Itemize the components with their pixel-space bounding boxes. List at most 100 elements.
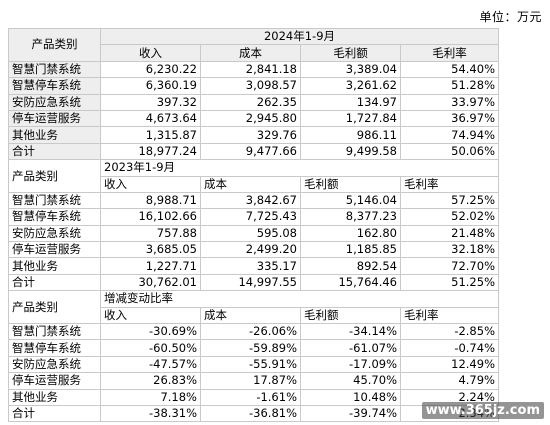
cell-value: 4.79% xyxy=(400,372,499,390)
row-label: 智慧停车系统 xyxy=(8,77,101,95)
cell-value: 134.97 xyxy=(300,93,401,111)
cell-value: -60.50% xyxy=(100,339,201,357)
cell-value: 1,227.71 xyxy=(100,257,201,275)
cell-value: 36.97% xyxy=(400,109,499,128)
row-label: 安防应急系统 xyxy=(8,224,101,243)
cell-value: 32.18% xyxy=(400,241,499,259)
cell-value: 30,762.01 xyxy=(100,273,201,292)
table-row: 其他业务 1,315.87 329.76 986.11 74.94% xyxy=(8,126,499,144)
cell-value: 51.28% xyxy=(400,77,499,95)
cell-value: 21.48% xyxy=(400,224,499,243)
cell-value: 3,842.67 xyxy=(200,191,301,210)
cell-value: -36.81% xyxy=(200,404,301,423)
category-header: 产品类别 xyxy=(8,28,101,62)
cell-value: 1,315.87 xyxy=(100,126,201,144)
cell-value: -30.69% xyxy=(100,323,201,341)
cell-value: 45.70% xyxy=(300,372,401,390)
table-row: 安防应急系统 757.88 595.08 162.80 21.48% xyxy=(8,224,499,243)
row-label: 智慧门禁系统 xyxy=(8,323,101,341)
row-label: 合计 xyxy=(8,273,101,292)
cell-value: -0.74% xyxy=(400,339,499,357)
cell-value: 74.94% xyxy=(400,126,499,144)
column-header: 毛利额 xyxy=(300,175,401,193)
table-row: 合计 18,977.24 9,477.66 9,499.58 50.06% xyxy=(8,142,499,161)
cell-value: 892.54 xyxy=(300,257,401,275)
table-row: 其他业务 7.18% -1.61% 10.48% 2.24% xyxy=(8,388,499,406)
cell-value: 54.40% xyxy=(400,60,499,79)
cell-value: 9,499.58 xyxy=(300,142,401,161)
column-header: 毛利额 xyxy=(300,306,401,325)
cell-value: -1.61% xyxy=(200,388,301,406)
row-label: 其他业务 xyxy=(8,126,101,144)
column-header: 成本 xyxy=(200,175,301,193)
table-row: 智慧停车系统 6,360.19 3,098.57 3,261.62 51.28% xyxy=(8,77,499,95)
row-label: 智慧停车系统 xyxy=(8,208,101,226)
cell-value: 72.70% xyxy=(400,257,499,275)
section-header-row: 产品类别 2023年1-9月 xyxy=(8,159,499,193)
column-header-row: 收入 成本 毛利额 毛利率 xyxy=(9,44,499,62)
cell-value: 3,685.05 xyxy=(100,241,201,259)
cell-value: 162.80 xyxy=(300,224,401,243)
cell-value: 6,230.22 xyxy=(100,60,201,79)
cell-value: 57.25% xyxy=(400,191,499,210)
table-row: 停车运营服务 4,673.64 2,945.80 1,727.84 36.97% xyxy=(8,109,499,128)
cell-value: 9,477.66 xyxy=(200,142,301,161)
cell-value: 12.49% xyxy=(400,355,499,374)
table-row: 智慧门禁系统 6,230.22 2,841.18 3,389.04 54.40% xyxy=(8,60,499,79)
period-header: 增减变动比率 xyxy=(100,290,499,308)
cell-value: 2,841.18 xyxy=(200,60,301,79)
table-row: 停车运营服务 3,685.05 2,499.20 1,185.85 32.18% xyxy=(8,241,499,259)
cell-value: 3,098.57 xyxy=(200,77,301,95)
cell-value: 262.35 xyxy=(200,93,301,111)
cell-value: 757.88 xyxy=(100,224,201,243)
cell-value: -34.14% xyxy=(300,323,401,341)
section-header-row: 产品类别 2024年1-9月 xyxy=(8,27,499,62)
row-label: 停车运营服务 xyxy=(8,372,101,390)
column-header: 收入 xyxy=(100,175,201,193)
row-label: 安防应急系统 xyxy=(8,93,101,111)
column-header: 成本 xyxy=(200,44,301,62)
table-row: 智慧门禁系统 8,988.71 3,842.67 5,146.04 57.25% xyxy=(8,191,499,210)
cell-value: -2.85% xyxy=(400,323,499,341)
cell-value: 15,764.46 xyxy=(300,273,401,292)
cell-value: 14,997.55 xyxy=(200,273,301,292)
cell-value: 50.06% xyxy=(400,142,499,161)
section-header-row: 产品类别 增减变动比率 xyxy=(8,290,499,325)
cell-value: 1,727.84 xyxy=(300,109,401,128)
table-row: 合计-38.31%-36.81%-39.74%2.34% xyxy=(8,404,499,423)
cell-value: -61.07% xyxy=(300,339,401,357)
row-label: 智慧停车系统 xyxy=(8,339,101,357)
row-label: 安防应急系统 xyxy=(8,355,101,374)
cell-value: 6,360.19 xyxy=(100,77,201,95)
cell-value: 3,261.62 xyxy=(300,77,401,95)
cell-value: 2,945.80 xyxy=(200,109,301,128)
row-label: 停车运营服务 xyxy=(8,241,101,259)
table-row: 智慧停车系统 16,102.66 7,725.43 8,377.23 52.02% xyxy=(8,208,499,226)
row-label: 智慧门禁系统 xyxy=(8,60,101,79)
category-header: 产品类别 xyxy=(8,159,101,193)
financial-table: 产品类别 2024年1-9月 收入 成本 毛利额 毛利率 智慧门禁系统 6,230.22 2,8… xyxy=(8,27,499,423)
cell-value: 26.83% xyxy=(100,372,201,390)
cell-value: 397.32 xyxy=(100,93,201,111)
cell-value: 8,988.71 xyxy=(100,191,201,210)
cell-value: 18,977.24 xyxy=(100,142,201,161)
column-header: 毛利率 xyxy=(400,175,499,193)
cell-value: 595.08 xyxy=(200,224,301,243)
table-row: 安防应急系统 -47.57% -55.91% -17.09% 12.49% xyxy=(8,355,499,374)
column-header: 收入 xyxy=(100,44,201,62)
unit-label: 单位：万元 xyxy=(479,10,542,24)
category-header: 产品类别 xyxy=(8,290,101,325)
watermark: www.365jz.com xyxy=(421,402,544,419)
cell-value: 335.17 xyxy=(200,257,301,275)
cell-value: 33.97% xyxy=(400,93,499,111)
cell-value: 4,673.64 xyxy=(100,109,201,128)
period-header: 2023年1-9月 xyxy=(100,159,499,177)
cell-value: -39.74% xyxy=(300,404,401,423)
row-label: 合计 xyxy=(8,404,101,423)
cell-value: -55.91% xyxy=(200,355,301,374)
column-header: 收入 xyxy=(100,306,201,325)
cell-value: 10.48% xyxy=(300,388,401,406)
table-row: 智慧停车系统 -60.50% -59.89% -61.07% -0.74% xyxy=(8,339,499,357)
cell-value: 51.25% xyxy=(400,273,499,292)
row-label: 停车运营服务 xyxy=(8,109,101,128)
